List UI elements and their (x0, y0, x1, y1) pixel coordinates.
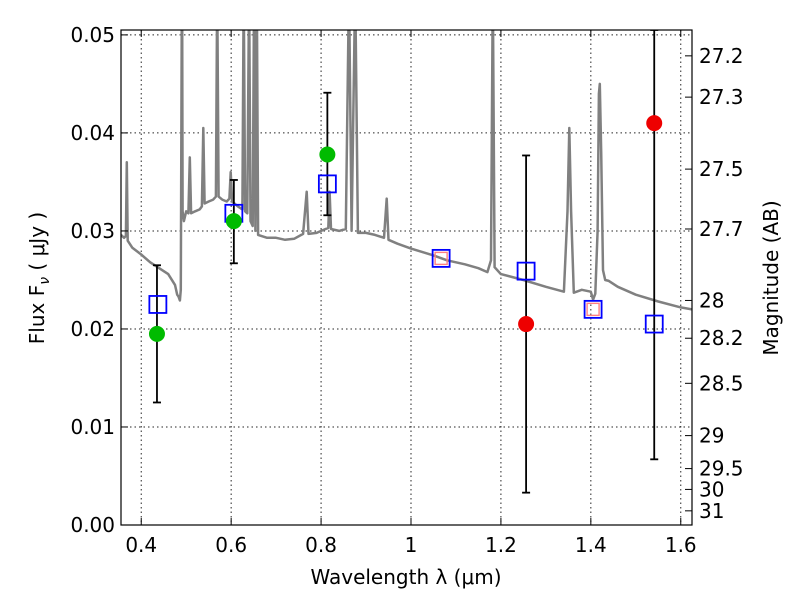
x-tick-label: 0.8 (305, 533, 337, 557)
y-tick-label: 0.00 (70, 513, 115, 537)
magnitude-tick-label: 31 (699, 499, 724, 523)
y-tick-label: 0.02 (70, 317, 115, 341)
magnitude-tick-label: 28.5 (699, 371, 744, 395)
magnitude-tick-label: 28 (699, 288, 724, 312)
observed-flux-point (225, 213, 242, 230)
observed-flux-point (148, 325, 165, 342)
observed-flux-point (319, 146, 336, 163)
axis-ticks: 0.4 0.6 0.8 1 1.2 1.4 1.6 0.00 0.01 0.02 0.03 0.04 0… (70, 23, 743, 557)
magnitude-tick-label: 27.2 (699, 44, 744, 68)
y-tick-label: 0.03 (70, 219, 115, 243)
magnitude-tick-label: 30 (699, 477, 724, 501)
magnitude-tick-label: 27.7 (699, 217, 744, 241)
model-flux-square (516, 261, 536, 281)
model-flux-square (317, 174, 337, 194)
y-tick-label: 0.04 (70, 121, 115, 145)
magnitude-tick-label: 27.5 (699, 157, 744, 181)
model-spectrum-line (121, 30, 692, 311)
x-axis-title: Wavelength λ (μm) (310, 565, 501, 589)
magnitude-tick-label: 27.3 (699, 85, 744, 109)
right-axis-title: Magnitude (AB) (759, 200, 783, 355)
model-flux-square (148, 295, 168, 314)
magnitude-tick-label: 29.5 (699, 457, 744, 481)
y-axis-title-unit: ( μJy ) (25, 212, 49, 277)
y-tick-label: 0.05 (70, 23, 115, 47)
x-tick-label: 0.6 (215, 533, 247, 557)
magnitude-tick-label: 29 (699, 424, 724, 448)
model-flux-square (644, 314, 664, 334)
model-flux-square (431, 248, 451, 268)
y-tick-label: 0.01 (70, 415, 115, 439)
plot-frame (120, 29, 693, 526)
model-flux-square (583, 299, 603, 319)
plot-data-area (121, 30, 692, 494)
x-tick-label: 0.4 (125, 533, 157, 557)
x-tick-label: 1.4 (575, 533, 607, 557)
data-markers (148, 115, 664, 342)
x-tick-label: 1.2 (485, 533, 517, 557)
observed-flux-point (646, 115, 663, 132)
magnitude-tick-label: 28.2 (699, 326, 744, 350)
x-tick-label: 1 (405, 533, 418, 557)
inner-flux-square (434, 251, 448, 266)
observed-flux-point (518, 316, 535, 333)
y-axis-title: Flux Fν ( μJy ) (25, 212, 53, 344)
x-tick-label: 1.6 (665, 533, 697, 557)
y-axis-title-subscript: ν (37, 277, 53, 285)
inner-flux-square (586, 302, 600, 317)
y-axis-title-main: Flux F (25, 285, 49, 344)
